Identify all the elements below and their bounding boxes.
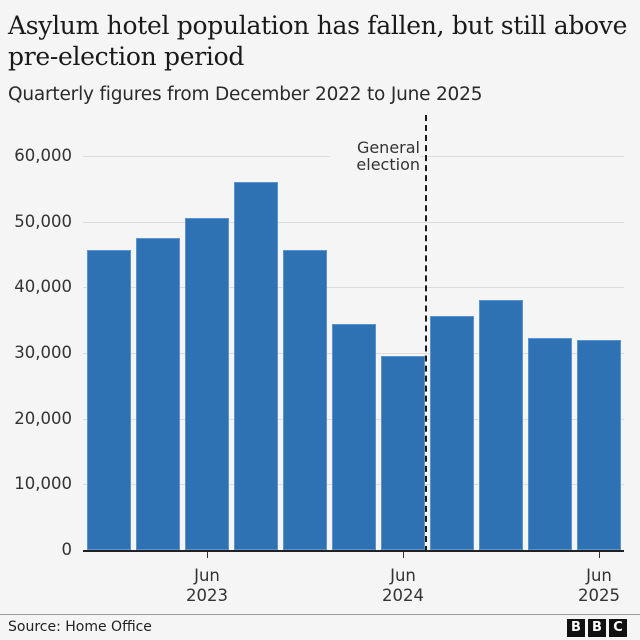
bar-sep-2023	[234, 182, 278, 550]
bbc-logo-letter: C	[609, 619, 627, 637]
source-text: Source: Home Office	[8, 619, 152, 635]
gridline	[83, 287, 624, 288]
bbc-logo-letter: B	[588, 619, 606, 637]
election-dashed-line	[425, 115, 427, 552]
x-tick	[599, 552, 600, 558]
x-label-month: Jun	[390, 566, 416, 585]
y-axis-label: 50,000	[14, 212, 72, 231]
y-axis-label: 0	[61, 540, 73, 559]
y-axis-label: 10,000	[14, 474, 72, 493]
x-axis-label: Jun 2023	[167, 566, 247, 606]
bar-mar-2025	[528, 338, 572, 550]
bar-dec-2023	[283, 250, 327, 550]
footer-divider	[0, 614, 640, 615]
gridline	[83, 222, 624, 223]
x-label-year: 2024	[382, 586, 424, 605]
election-label-line2: election	[356, 155, 420, 174]
bar-dec-2024	[479, 300, 523, 550]
y-axis-label: 20,000	[14, 409, 72, 428]
bar-sep-2024	[430, 316, 474, 550]
x-axis-label: Jun 2024	[363, 566, 443, 606]
election-annotation: General election	[330, 139, 420, 173]
bar-jun-2023	[185, 218, 229, 550]
x-label-month: Jun	[586, 566, 612, 585]
x-tick	[207, 552, 208, 558]
x-axis-line	[83, 550, 624, 552]
x-axis-label: Jun 2025	[559, 566, 639, 606]
bar-jun-2025	[577, 340, 621, 550]
bar-mar-2023	[136, 238, 180, 550]
chart-title: Asylum hotel population has fallen, but …	[8, 11, 628, 71]
bar-dec-2022	[87, 250, 131, 550]
y-axis-label: 40,000	[14, 277, 72, 296]
x-label-year: 2025	[578, 586, 620, 605]
bar-jun-2024	[381, 356, 425, 550]
x-tick	[403, 552, 404, 558]
election-label-line1: General	[356, 138, 420, 157]
bbc-logo: B B C	[567, 619, 627, 637]
x-label-year: 2023	[186, 586, 228, 605]
y-axis-label: 60,000	[14, 146, 72, 165]
x-label-month: Jun	[194, 566, 220, 585]
chart-subtitle: Quarterly figures from December 2022 to …	[8, 84, 483, 105]
bbc-logo-letter: B	[567, 619, 585, 637]
y-axis-label: 30,000	[14, 343, 72, 362]
bar-mar-2024	[332, 324, 376, 550]
